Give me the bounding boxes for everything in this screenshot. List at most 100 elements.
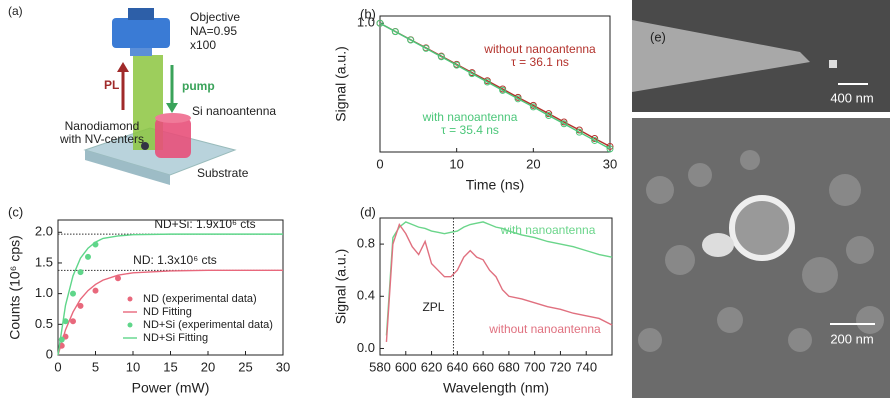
x-tick-label: 0 bbox=[376, 156, 383, 171]
legend-marker bbox=[127, 322, 133, 328]
y-tick-label: 0.5 bbox=[35, 316, 53, 331]
x-tick-label: 680 bbox=[498, 359, 520, 374]
panel-a: (a) Objective NA=0.95 x100 PL pump Si na… bbox=[8, 4, 276, 185]
legend-label: ND+Si Fitting bbox=[143, 332, 208, 344]
substrate-side bbox=[85, 150, 170, 185]
annotation: ZPL bbox=[422, 300, 444, 314]
series-label: with nanoantenna bbox=[422, 110, 518, 124]
x-tick-label: 660 bbox=[472, 359, 494, 374]
series-label: without nanoantenna bbox=[483, 42, 596, 56]
x-tick-label: 700 bbox=[524, 359, 546, 374]
x-tick-label: 640 bbox=[446, 359, 468, 374]
series-label: with nanoantenna bbox=[500, 223, 596, 237]
y-tick-label: 1.5 bbox=[35, 254, 53, 269]
series-line bbox=[57, 233, 283, 356]
x-tick-label: 600 bbox=[395, 359, 417, 374]
objective-lens bbox=[130, 48, 152, 56]
nanoantenna-top bbox=[155, 113, 191, 123]
data-point bbox=[77, 269, 84, 276]
sem-blobs bbox=[638, 150, 884, 352]
series-line bbox=[385, 222, 613, 342]
y-axis-label: Counts (10⁶ cps) bbox=[7, 235, 23, 340]
antenna-label: Si nanoantenna bbox=[192, 104, 276, 118]
series-line bbox=[385, 221, 613, 336]
panel-label: (d) bbox=[360, 204, 376, 219]
data-point bbox=[453, 61, 461, 69]
x-tick-label: 5 bbox=[92, 359, 99, 374]
sem-particle bbox=[829, 60, 837, 68]
sem-antenna bbox=[729, 195, 795, 261]
scale-label: 400 nm bbox=[830, 90, 873, 105]
x-tick-label: 740 bbox=[575, 359, 597, 374]
x-tick-label: 580 bbox=[369, 359, 391, 374]
legend-label: ND Fitting bbox=[143, 306, 192, 318]
annotation: ND+Si: 1.9x10⁶ cts bbox=[154, 217, 255, 231]
nanoantenna bbox=[155, 118, 191, 158]
x-tick-label: 720 bbox=[550, 359, 572, 374]
data-point bbox=[468, 70, 476, 78]
legend-label: ND (experimental data) bbox=[143, 293, 257, 305]
series-line bbox=[379, 22, 611, 150]
panel-label: (e) bbox=[650, 29, 666, 44]
data-point bbox=[606, 145, 614, 153]
data-point bbox=[77, 302, 84, 309]
y-tick-label: 1.0 bbox=[35, 285, 53, 300]
data-point bbox=[407, 36, 415, 44]
nanodiamond-label: Nanodiamond bbox=[65, 119, 140, 133]
y-axis-label: Signal (a.u.) bbox=[333, 249, 349, 324]
series-line bbox=[57, 269, 283, 356]
data-point bbox=[514, 95, 522, 103]
scale-label: 200 nm bbox=[830, 331, 873, 346]
objective bbox=[112, 18, 170, 48]
data-point bbox=[70, 318, 76, 325]
y-tick-label: 1.0 bbox=[357, 15, 375, 30]
legend-marker bbox=[127, 296, 133, 302]
x-tick-label: 0 bbox=[54, 359, 61, 374]
pl-arrowhead bbox=[117, 62, 129, 72]
x-tick-label: 30 bbox=[276, 359, 290, 374]
x-axis-label: Time (ns) bbox=[466, 177, 525, 193]
pump-arrowhead bbox=[166, 103, 178, 113]
y-tick-label: 0.0 bbox=[357, 340, 375, 355]
x-tick-label: 15 bbox=[163, 359, 177, 374]
data-point bbox=[560, 120, 568, 128]
data-point bbox=[85, 253, 91, 260]
y-tick-label: 0 bbox=[46, 346, 53, 361]
y-tick-label: 2.0 bbox=[35, 224, 53, 239]
panel-label: (b) bbox=[360, 6, 376, 21]
y-axis-label: Signal (a.u.) bbox=[333, 46, 349, 121]
pl-label: PL bbox=[104, 78, 119, 92]
plot-frame bbox=[379, 15, 611, 153]
x-tick-label: 620 bbox=[421, 359, 443, 374]
x-axis-label: Power (mW) bbox=[132, 380, 210, 396]
annotation: ND: 1.3x10⁶ cts bbox=[133, 253, 217, 267]
data-point bbox=[92, 287, 99, 294]
data-point bbox=[545, 112, 553, 120]
pump-label: pump bbox=[182, 79, 215, 93]
data-point bbox=[391, 28, 399, 36]
objective-text: Objective bbox=[190, 10, 240, 24]
data-point bbox=[437, 53, 445, 61]
objective-top bbox=[128, 8, 154, 20]
panel-label: (c) bbox=[8, 204, 23, 219]
data-point bbox=[591, 136, 599, 144]
nanodiamond bbox=[141, 142, 149, 150]
series-annotation: τ = 36.1 ns bbox=[511, 55, 569, 69]
series-annotation: τ = 35.4 ns bbox=[441, 123, 499, 137]
x-tick-label: 10 bbox=[126, 359, 140, 374]
y-tick-label: 0.8 bbox=[357, 236, 375, 251]
data-point bbox=[376, 19, 384, 27]
sem-tip bbox=[632, 20, 810, 92]
objective-text: NA=0.95 bbox=[190, 24, 237, 38]
data-point bbox=[70, 290, 76, 297]
nanodiamond-label: with NV-centers bbox=[59, 132, 144, 146]
x-tick-label: 25 bbox=[238, 359, 252, 374]
objective-text: x100 bbox=[190, 38, 216, 52]
y-tick-label: 0.4 bbox=[357, 288, 375, 303]
x-tick-label: 30 bbox=[603, 156, 617, 171]
legend-label: ND+Si (experimental data) bbox=[143, 319, 273, 331]
x-tick-label: 20 bbox=[201, 359, 215, 374]
panel-e: 400 nm (e) 200 nm bbox=[632, 0, 890, 398]
data-point bbox=[499, 86, 507, 94]
